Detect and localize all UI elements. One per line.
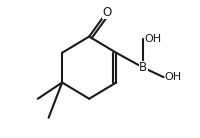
Text: B: B	[139, 61, 147, 74]
Text: OH: OH	[164, 72, 181, 82]
Text: O: O	[102, 6, 111, 19]
Text: OH: OH	[144, 34, 161, 44]
